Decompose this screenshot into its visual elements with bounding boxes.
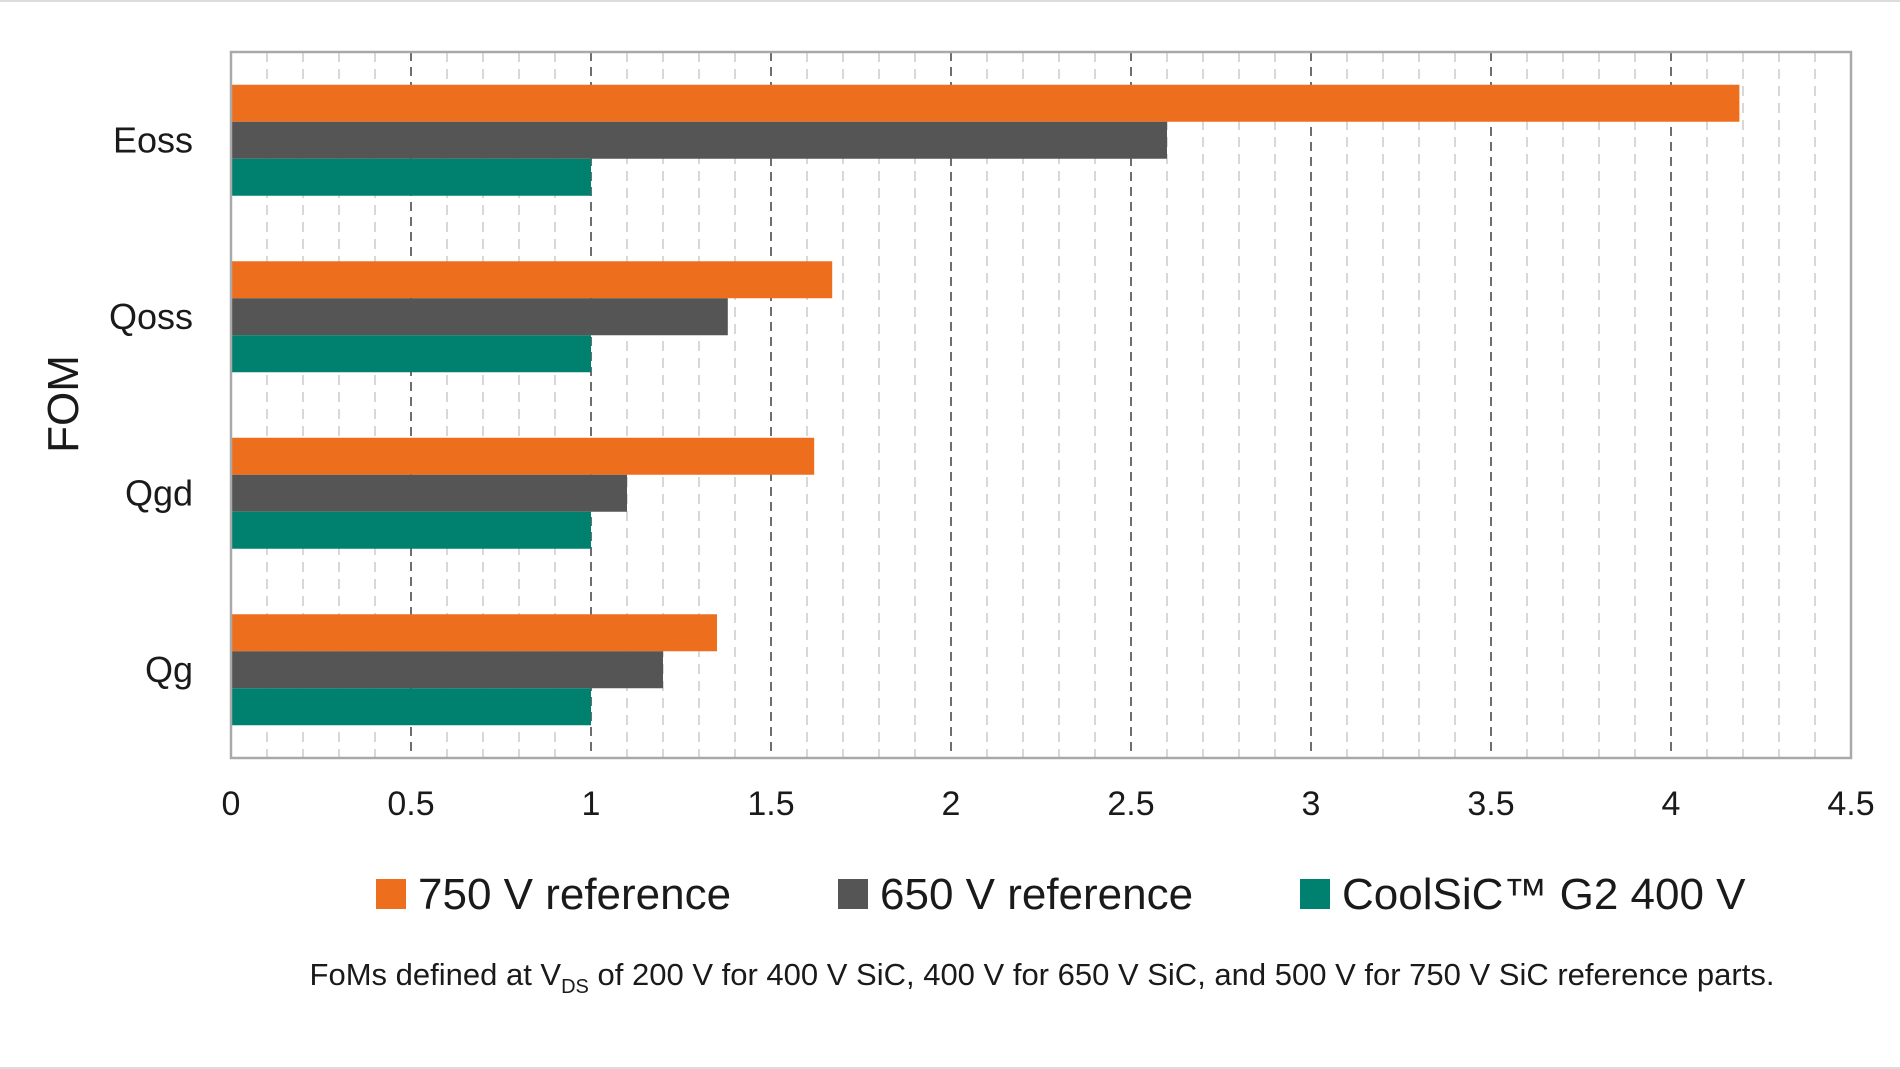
bar-qoss-series-2: [231, 298, 728, 336]
x-tick-label: 2: [942, 785, 961, 823]
category-label-eoss: Eoss: [113, 119, 193, 160]
x-tick-label: 3: [1302, 785, 1321, 823]
x-tick-label: 1.5: [747, 785, 794, 823]
bar-eoss-series-2: [231, 121, 1167, 159]
x-tick-label: 1: [582, 785, 601, 823]
bars: [231, 84, 1740, 726]
bar-qg-series-2: [231, 651, 663, 689]
y-axis-category-labels: Eoss Qoss Qgd Qg: [109, 119, 193, 690]
legend-label-3: CoolSiC™ G2 400 V: [1342, 870, 1746, 919]
category-label-qoss: Qoss: [109, 296, 193, 337]
bar-qoss-series-1: [231, 261, 833, 299]
x-tick-label: 0.5: [387, 785, 434, 823]
bar-qgd-series-3: [231, 511, 591, 549]
bar-qg-series-3: [231, 688, 591, 726]
legend-swatch-1: [376, 879, 406, 909]
footnote-text-start: FoMs defined at V: [310, 957, 562, 992]
footnote-text-end: of 200 V for 400 V SiC, 400 V for 650 V …: [589, 957, 1775, 992]
x-axis-tick-labels: 0 0.5 1 1.5 2 2.5 3 3.5 4 4.5: [222, 785, 1875, 823]
bar-qgd-series-2: [231, 474, 627, 512]
bar-eoss-series-3: [231, 158, 591, 196]
x-tick-label: 4.5: [1827, 785, 1874, 823]
category-label-qgd: Qgd: [125, 472, 193, 513]
legend-label-2: 650 V reference: [880, 870, 1193, 919]
x-tick-label: 0: [222, 785, 241, 823]
category-label-qg: Qg: [145, 649, 193, 690]
plot-frame: [229, 50, 1853, 760]
bar-qoss-series-3: [231, 335, 591, 373]
legend-swatch-3: [1300, 879, 1330, 909]
footnote: FoMs defined at VDS of 200 V for 400 V S…: [310, 957, 1775, 998]
bottom-border: [0, 1067, 1900, 1069]
bar-qg-series-1: [231, 614, 717, 652]
legend: 750 V reference 650 V reference CoolSiC™ G…: [376, 870, 1746, 919]
legend-label-1: 750 V reference: [418, 870, 731, 919]
x-tick-label: 4: [1662, 785, 1681, 823]
legend-swatch-2: [838, 879, 868, 909]
bar-eoss-series-1: [231, 84, 1740, 122]
top-border: [0, 0, 1900, 2]
bar-qgd-series-1: [231, 437, 815, 475]
y-axis-title: FOM: [39, 355, 88, 453]
x-tick-label: 2.5: [1107, 785, 1154, 823]
footnote-subscript: DS: [561, 976, 589, 998]
x-tick-label: 3.5: [1467, 785, 1514, 823]
